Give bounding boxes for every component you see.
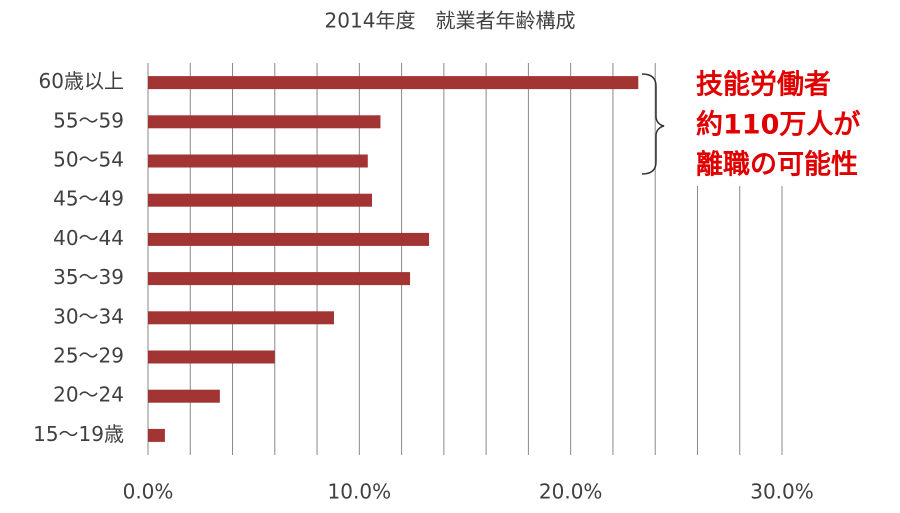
bar [148, 311, 334, 325]
bar [148, 154, 368, 168]
annotation-background [662, 60, 900, 186]
chart-title: 2014年度 就業者年齢構成 [325, 9, 576, 33]
bar [148, 350, 275, 364]
y-tick-label: 35〜39 [53, 265, 124, 289]
brace [641, 73, 665, 175]
y-tick-label: 50〜54 [53, 148, 124, 172]
y-tick-label: 45〜49 [53, 187, 124, 211]
x-tick-label: 10.0% [328, 480, 392, 504]
y-tick-label: 60歳以上 [39, 69, 124, 93]
x-tick-label: 20.0% [539, 480, 603, 504]
bar [148, 76, 639, 90]
y-tick-label: 55〜59 [53, 108, 124, 132]
annotation-text: 技能労働者 [696, 69, 831, 101]
bar [148, 389, 220, 403]
annotation-text: 約110万人が [696, 109, 860, 141]
x-tick-label: 0.0% [123, 480, 174, 504]
y-tick-label: 30〜34 [53, 304, 124, 328]
y-tick-label: 25〜29 [53, 344, 124, 368]
bar [148, 232, 430, 246]
bar [148, 193, 373, 207]
bar [148, 428, 165, 442]
annotation-text: 離職の可能性 [696, 149, 858, 181]
x-tick-label: 30.0% [750, 480, 814, 504]
bar [148, 272, 411, 286]
y-tick-label: 15〜19歳 [33, 422, 124, 446]
y-tick-label: 20〜24 [53, 383, 124, 407]
y-tick-label: 40〜44 [53, 226, 124, 250]
bar [148, 115, 381, 129]
